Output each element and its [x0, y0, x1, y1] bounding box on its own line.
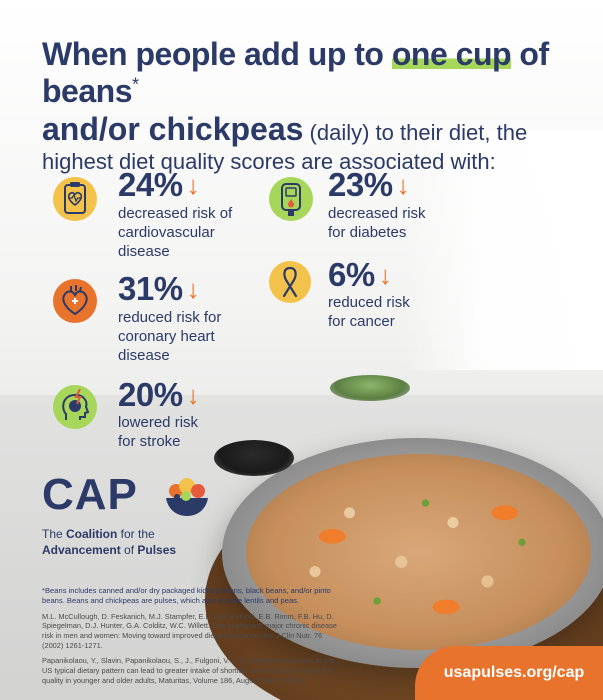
down-arrow-icon: ↓: [186, 274, 200, 304]
stat-value: 6% ↓: [328, 256, 392, 294]
pulses-bowl-icon: [166, 478, 208, 516]
percent-text: 6%: [328, 256, 375, 293]
tagline-bold: Coalition: [66, 527, 118, 541]
stat-description: decreased risk of cardiovascular disease: [118, 205, 232, 261]
footnotes: *Beans includes canned and/or dry packag…: [42, 586, 342, 691]
headline-subtext: (daily) to their diet, the: [303, 119, 528, 145]
stat-description: reduced risk for cancer: [328, 294, 410, 332]
percent-text: 24%: [118, 166, 183, 203]
stat-description-line: coronary heart: [118, 327, 215, 345]
stat-coronary: 31% ↓ reduced risk for coronary heart dis…: [52, 270, 262, 365]
stat-value: 23% ↓: [328, 166, 410, 204]
cap-logo-word: CAP: [42, 470, 138, 519]
tagline-bold: Pulses: [137, 542, 177, 557]
headline-line-3: highest diet quality scores are associat…: [42, 148, 496, 174]
headline-line-1: When people add up to one cup of beans*: [42, 36, 582, 110]
stat-description-line: reduced risk: [328, 294, 410, 311]
stat-cardiovascular: 24% ↓ decreased risk of cardiovascular di…: [52, 166, 252, 262]
tagline-line-1: The Coalition for the: [42, 527, 176, 543]
reference-2: Papanikolaou, Y., Slavin, Papanikolaou, …: [42, 656, 335, 686]
black-beans-bowl-image: [214, 440, 294, 476]
stat-cancer: 6% ↓ reduced risk for cancer: [268, 256, 468, 330]
headline-line-2: and/or chickpeas (daily) to their diet, …: [42, 110, 582, 148]
down-arrow-icon: ↓: [186, 380, 200, 410]
footnote-beans: *Beans includes canned and/or dry packag…: [42, 586, 331, 606]
stat-description-line: disease: [118, 346, 170, 364]
stat-description: decreased risk for diabetes: [328, 205, 426, 243]
tagline-bold: Advancement: [42, 542, 121, 557]
footnote-marker: *: [131, 74, 139, 95]
stat-description-line: for stroke: [118, 432, 181, 450]
stat-description-line: disease: [118, 242, 170, 260]
stat-description-line: cardiovascular: [118, 223, 215, 241]
down-arrow-icon: ↓: [186, 170, 200, 200]
stat-description: reduced risk for coronary heart disease: [118, 309, 221, 365]
greens-bowl-image: [330, 375, 410, 401]
cap-tagline: The Coalition for the Advancement of Pul…: [42, 527, 176, 558]
stat-description-line: for cancer: [328, 312, 395, 330]
window-light: [403, 130, 603, 370]
stat-description-line: reduced risk for: [118, 309, 222, 326]
headline-text: and/or chickpeas: [42, 110, 304, 147]
stat-description-line: for diabetes: [328, 223, 407, 241]
stat-value: 31% ↓: [118, 270, 200, 308]
cancer-ribbon-icon: [269, 261, 311, 303]
stat-description: lowered risk for stroke: [118, 414, 198, 452]
stat-diabetes: 23% ↓ decreased risk for diabetes: [268, 166, 468, 243]
headline-highlight: one cup: [391, 36, 512, 72]
tagline-text: The: [42, 527, 67, 541]
cap-logo[interactable]: CAP: [42, 470, 208, 520]
percent-text: 20%: [118, 376, 183, 413]
tagline-text: of: [120, 542, 138, 557]
glucose-meter-icon: [269, 177, 313, 221]
heart-organ-icon: [53, 279, 97, 323]
headline-text: of beans: [42, 36, 549, 109]
website-link[interactable]: usapulses.org/cap: [415, 646, 603, 700]
down-arrow-icon: ↓: [396, 170, 410, 200]
stat-description-line: lowered risk: [118, 414, 199, 431]
reference-1: M.L. McCullough, D. Feskanich, M.J. Stam…: [42, 611, 337, 651]
brain-head-icon: [53, 385, 97, 429]
tagline-text: for the: [117, 527, 155, 541]
percent-text: 23%: [328, 166, 393, 203]
stat-description-line: decreased risk: [328, 205, 426, 222]
stat-value: 24% ↓: [118, 166, 200, 204]
percent-text: 31%: [118, 270, 183, 307]
stat-description-line: decreased risk of: [118, 205, 233, 222]
headline-text: When people add up to: [42, 36, 392, 72]
down-arrow-icon: ↓: [378, 260, 392, 290]
stat-value: 20% ↓: [118, 376, 200, 414]
headline: When people add up to one cup of beans* …: [42, 36, 582, 177]
tagline-line-2: Advancement of Pulses: [42, 543, 176, 559]
stat-stroke: 20% ↓ lowered risk for stroke: [52, 376, 252, 450]
heart-clipboard-icon: [53, 177, 97, 221]
bean-stew-image: [246, 454, 591, 650]
